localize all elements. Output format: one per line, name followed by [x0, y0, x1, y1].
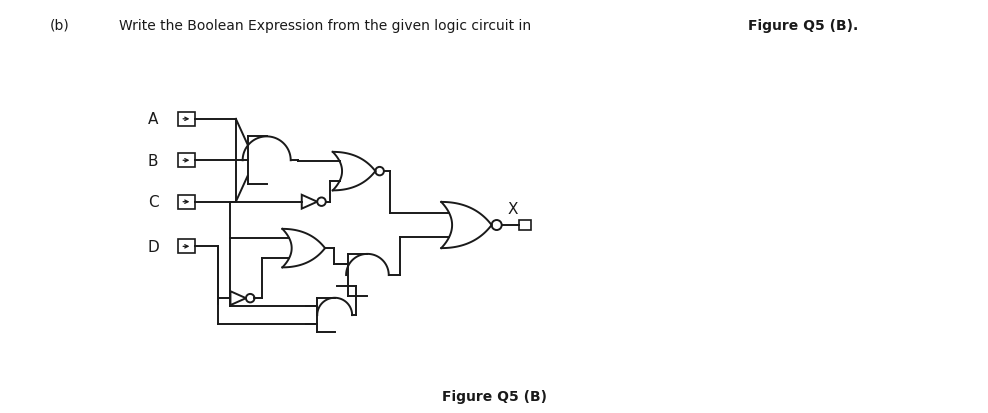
- Text: X: X: [507, 201, 518, 216]
- Text: A: A: [148, 112, 158, 127]
- Text: Write the Boolean Expression from the given logic circuit in: Write the Boolean Expression from the gi…: [119, 19, 535, 33]
- Text: Figure Q5 (B).: Figure Q5 (B).: [748, 19, 859, 33]
- Bar: [178, 240, 195, 254]
- Text: C: C: [147, 195, 158, 210]
- Bar: [178, 195, 195, 209]
- Text: Figure Q5 (B): Figure Q5 (B): [442, 389, 546, 403]
- Bar: [178, 113, 195, 126]
- Text: D: D: [147, 239, 159, 254]
- Text: (b): (b): [49, 19, 69, 33]
- Bar: [519, 220, 532, 231]
- Text: B: B: [147, 153, 158, 169]
- Bar: [178, 154, 195, 168]
